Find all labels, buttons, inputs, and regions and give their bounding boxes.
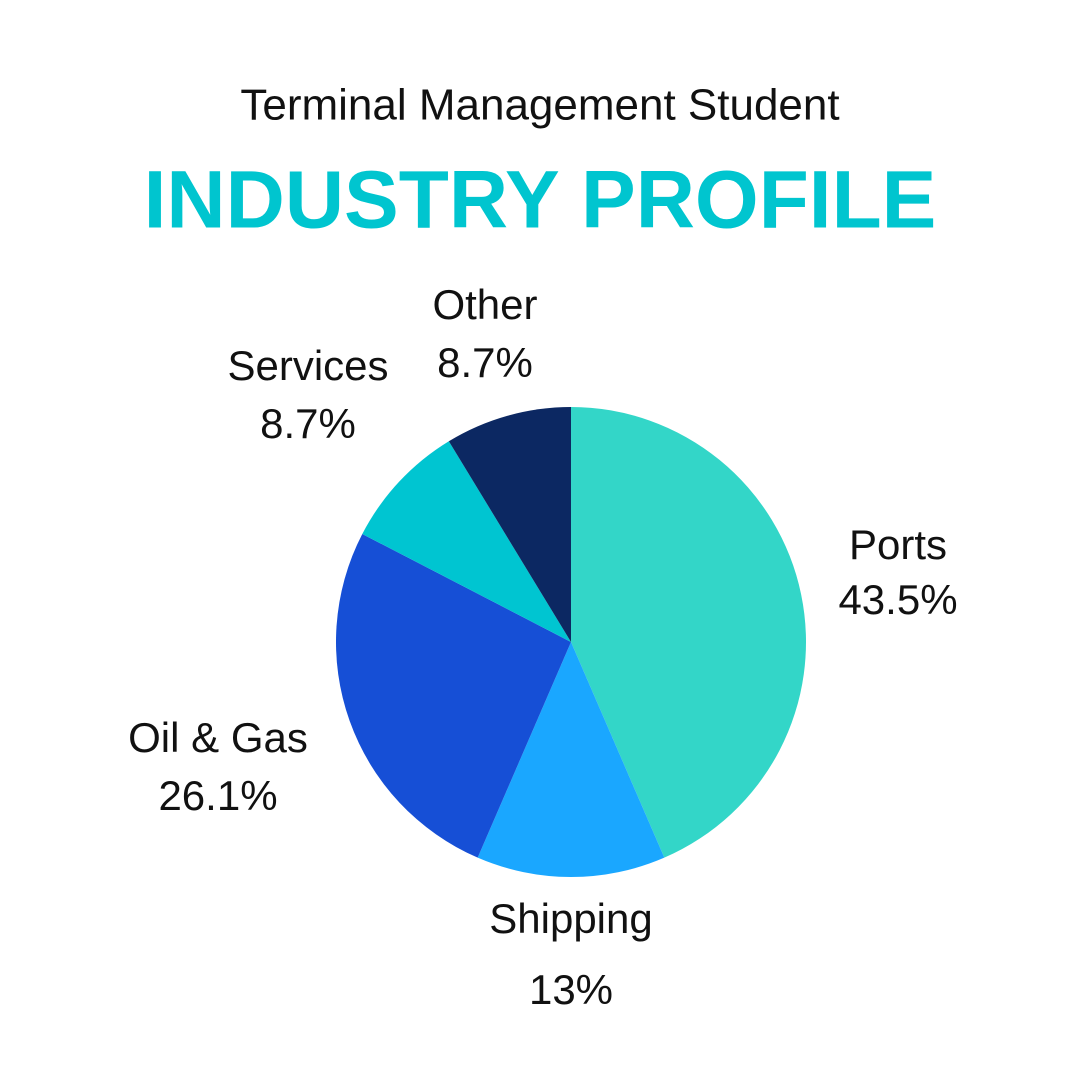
chart-subtitle: INDUSTRY PROFILE bbox=[144, 155, 937, 246]
value-label: 8.7% bbox=[437, 339, 533, 386]
pie-slice bbox=[571, 407, 806, 858]
slice-label: Ports bbox=[849, 521, 947, 568]
chart-title: Terminal Management Student bbox=[240, 81, 839, 130]
value-label: 26.1% bbox=[158, 772, 277, 819]
pie-slice bbox=[336, 533, 571, 858]
slice-label: Shipping bbox=[489, 895, 652, 942]
pie-slice bbox=[477, 642, 665, 877]
value-label: 13% bbox=[529, 966, 613, 1013]
slice-label: Other bbox=[432, 281, 537, 328]
pie-slice bbox=[362, 441, 571, 642]
slice-label: Oil & Gas bbox=[128, 714, 308, 761]
value-label: 43.5% bbox=[838, 576, 957, 623]
value-label: 8.7% bbox=[260, 400, 356, 447]
slice-label: Services bbox=[227, 342, 388, 389]
pie-slice bbox=[448, 407, 571, 642]
